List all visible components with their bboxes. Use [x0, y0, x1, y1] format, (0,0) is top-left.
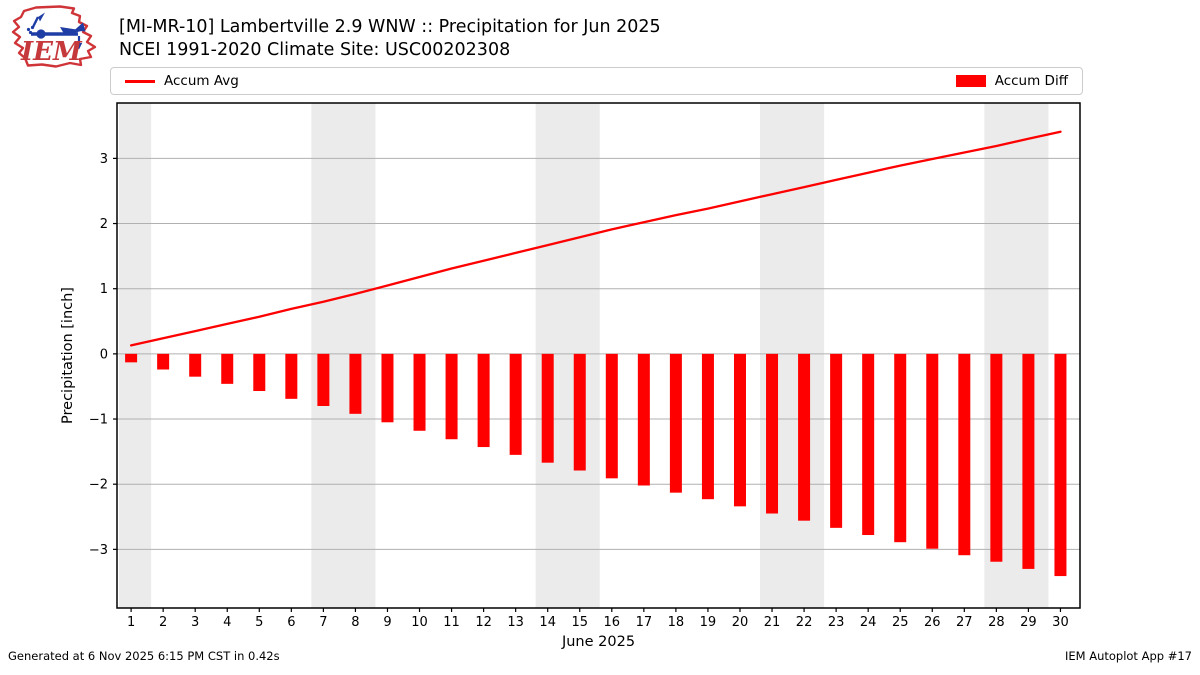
accum-diff-bar — [1022, 353, 1035, 569]
accum-diff-bar — [413, 353, 426, 431]
y-axis-title: Precipitation [inch] — [60, 287, 76, 424]
x-tick-label: 5 — [255, 615, 263, 630]
y-tick-label: 2 — [100, 217, 108, 232]
x-tick-label: 11 — [443, 615, 460, 630]
app-credit: IEM Autoplot App #17 — [1064, 649, 1192, 663]
x-tick-label: 28 — [988, 615, 1005, 630]
y-tick-label: −2 — [89, 478, 108, 493]
y-tick-label: 3 — [100, 152, 108, 167]
x-tick-label: 17 — [636, 615, 653, 630]
x-axis-title: June 2025 — [561, 634, 635, 650]
accum-diff-bar — [958, 353, 971, 556]
accum-avg-line — [129, 130, 1062, 347]
accum-diff-bar — [253, 353, 266, 392]
accum-diff-label: Accum Diff — [994, 73, 1068, 89]
weekend-bands — [119, 103, 1049, 608]
x-tick-label: 8 — [351, 615, 359, 630]
legend-item-accum-diff: Accum Diff — [955, 73, 1068, 89]
x-tick-label: 30 — [1052, 615, 1069, 630]
accum-diff-bar — [798, 353, 811, 521]
legend-item-accum-avg: Accum Avg — [125, 73, 239, 89]
chart-title: [MI-MR-10] Lambertville 2.9 WNW :: Preci… — [119, 17, 661, 37]
x-tick-label: 23 — [828, 615, 845, 630]
x-tick-label: 18 — [668, 615, 685, 630]
x-tick-label: 4 — [223, 615, 231, 630]
accum-diff-bar — [669, 353, 682, 493]
accum-diff-bar — [894, 353, 907, 543]
x-tick-label: 19 — [700, 615, 717, 630]
accum-diff-bar — [509, 353, 522, 455]
accum-diff-bar — [830, 353, 843, 528]
accum-diff-bar — [1054, 353, 1067, 577]
x-tick-label: 7 — [319, 615, 327, 630]
x-tick-label: 2 — [159, 615, 167, 630]
iem-logo: IEM — [11, 5, 97, 68]
accum-diff-bar — [445, 353, 458, 440]
accum-avg-label: Accum Avg — [164, 73, 239, 89]
accum-diff-bar — [862, 353, 875, 536]
accum-diff-bar — [349, 353, 362, 414]
x-tick-label: 22 — [796, 615, 813, 630]
accum-diff-bar — [189, 353, 202, 377]
x-tick-label: 25 — [892, 615, 909, 630]
accum-diff-bar — [701, 353, 714, 500]
plot-border — [116, 102, 1081, 609]
legend: Accum Avg Accum Diff — [110, 67, 1083, 95]
x-tick-label: 29 — [1020, 615, 1037, 630]
y-tick-label: 0 — [100, 347, 108, 362]
gridlines — [117, 157, 1080, 550]
accum-diff-bars — [125, 353, 1067, 577]
accum-diff-rect-swatch — [955, 75, 986, 87]
x-tick-label: 12 — [475, 615, 492, 630]
x-tick-label: 16 — [604, 615, 621, 630]
y-tick-label: 1 — [100, 282, 108, 297]
y-tick-label: −3 — [89, 543, 108, 558]
accum-diff-bar — [157, 353, 170, 370]
chart-title-block: [MI-MR-10] Lambertville 2.9 WNW :: Preci… — [119, 16, 661, 62]
weather-vane-icon — [26, 12, 86, 50]
accum-diff-bar — [221, 353, 234, 384]
accum-diff-bar — [285, 353, 298, 399]
x-axis: 1 2 3 4 5 6 7 8 9 10 11 12 13 14 15 16 17 18 19 20 21 22 23 24 2… — [127, 608, 1069, 630]
iowa-outline — [11, 5, 97, 68]
x-tick-label: 27 — [956, 615, 973, 630]
x-tick-label: 21 — [764, 615, 781, 630]
x-tick-label: 13 — [507, 615, 524, 630]
x-tick-label: 9 — [383, 615, 391, 630]
x-tick-label: 3 — [191, 615, 199, 630]
accum-diff-bar — [733, 353, 746, 507]
accum-diff-bar — [926, 353, 939, 549]
accum-diff-bar — [541, 353, 554, 463]
accum-diff-bar — [637, 353, 650, 486]
accum-diff-bar — [125, 353, 138, 363]
x-tick-label: 26 — [924, 615, 941, 630]
x-tick-label: 1 — [127, 615, 135, 630]
generated-timestamp: Generated at 6 Nov 2025 6:15 PM CST in 0… — [8, 649, 280, 663]
accum-diff-bar — [477, 353, 490, 448]
x-tick-label: 10 — [411, 615, 428, 630]
y-tick-label: −1 — [89, 413, 108, 428]
accum-diff-bar — [990, 353, 1003, 562]
chart-subtitle: NCEI 1991-2020 Climate Site: USC00202308 — [119, 40, 511, 60]
y-axis: −3 −2 −1 0 1 2 3 — [89, 152, 117, 558]
x-tick-label: 15 — [571, 615, 588, 630]
accum-diff-bar — [766, 353, 779, 514]
x-tick-label: 6 — [287, 615, 295, 630]
accum-avg-line-swatch — [125, 79, 155, 83]
accum-diff-bar — [573, 353, 586, 471]
logo-iem-text: IEM — [20, 37, 83, 67]
x-tick-label: 14 — [539, 615, 556, 630]
accum-diff-bar — [605, 353, 618, 479]
x-tick-label: 20 — [732, 615, 749, 630]
accum-diff-bar — [317, 353, 330, 406]
x-tick-label: 24 — [860, 615, 877, 630]
accum-diff-bar — [381, 353, 394, 423]
